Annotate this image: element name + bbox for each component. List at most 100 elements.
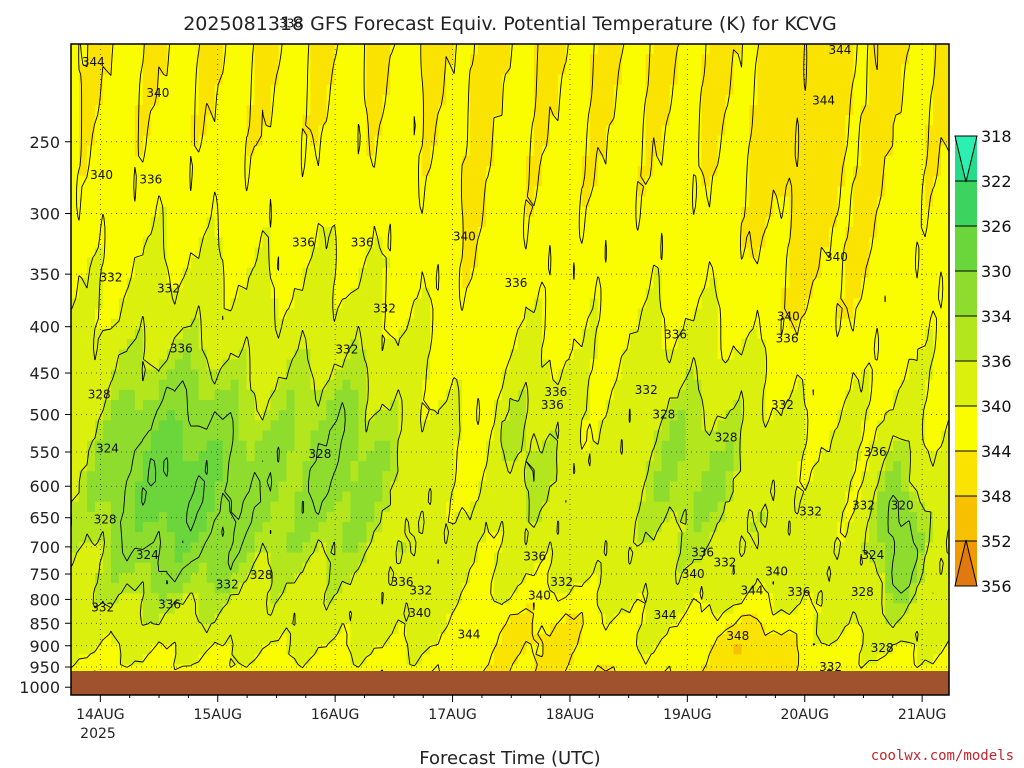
field-cell: [374, 166, 383, 177]
field-cell: [637, 44, 647, 55]
field-cell: [629, 44, 639, 55]
field-cell: [478, 379, 487, 391]
field-cell: [909, 176, 918, 187]
field-cell: [78, 257, 88, 269]
field-cell: [510, 379, 519, 391]
field-cell: [478, 420, 487, 432]
field-cell: [470, 491, 479, 503]
field-cell: [813, 145, 822, 157]
field-cell: [869, 298, 878, 310]
field-cell: [398, 328, 407, 340]
field-cell: [166, 328, 176, 340]
field-cell: [557, 54, 567, 65]
field-cell: [302, 227, 312, 238]
field-cell: [238, 491, 248, 503]
field-cell: [909, 105, 918, 116]
field-cell: [901, 267, 910, 279]
field-cell: [390, 54, 399, 65]
field-cell: [917, 257, 926, 269]
field-cell: [653, 166, 663, 177]
field-cell: [669, 400, 679, 411]
field-cell: [557, 369, 567, 381]
field-cell: [629, 277, 639, 289]
field-cell: [206, 308, 216, 320]
field-cell: [190, 54, 200, 65]
field-cell: [270, 176, 280, 187]
field-cell: [581, 216, 591, 228]
field-cell: [837, 125, 846, 137]
field-cell: [733, 369, 743, 381]
field-cell: [206, 176, 216, 187]
field-cell: [613, 338, 623, 350]
field-cell: [182, 410, 192, 421]
field-cell: [701, 379, 711, 391]
field-cell: [358, 227, 367, 238]
field-cell: [661, 54, 671, 65]
field-cell: [486, 247, 495, 259]
field-cell: [190, 135, 200, 147]
field-cell: [126, 471, 136, 482]
field-cell: [502, 298, 511, 310]
field-cell: [925, 206, 934, 218]
field-cell: [406, 501, 415, 513]
field-cell: [110, 155, 120, 167]
field-cell: [917, 74, 926, 86]
field-cell: [925, 481, 934, 493]
field-cell: [517, 166, 527, 177]
field-cell: [302, 237, 312, 249]
field-cell: [877, 196, 886, 208]
field-cell: [382, 338, 391, 350]
field-cell: [669, 186, 679, 198]
field-cell: [286, 338, 296, 350]
field-cell: [517, 450, 527, 462]
field-cell: [925, 176, 934, 187]
field-cell: [781, 247, 790, 259]
field-cell: [525, 44, 535, 55]
field-cell: [470, 145, 479, 157]
field-cell: [270, 379, 280, 391]
field-cell: [238, 54, 248, 65]
field-cell: [637, 440, 647, 452]
field-cell: [182, 501, 192, 513]
field-cell: [877, 155, 886, 167]
field-cell: [238, 166, 248, 177]
field-cell: [134, 420, 144, 432]
field-cell: [589, 257, 599, 269]
field-cell: [525, 64, 535, 76]
field-cell: [182, 420, 192, 432]
field-cell: [142, 298, 152, 310]
field-cell: [589, 359, 599, 371]
field-cell: [238, 84, 248, 96]
field-cell: [382, 450, 391, 462]
field-cell: [749, 389, 759, 401]
field-cell: [254, 84, 264, 96]
field-cell: [438, 155, 447, 167]
field-cell: [334, 430, 343, 442]
field-cell: [757, 338, 767, 350]
field-cell: [214, 501, 224, 513]
field-cell: [661, 440, 671, 452]
field-cell: [853, 471, 862, 482]
field-cell: [158, 481, 168, 493]
field-cell: [781, 105, 790, 116]
field-cell: [78, 196, 88, 208]
field-cell: [238, 216, 248, 228]
field-cell: [525, 318, 535, 330]
field-cell: [909, 400, 918, 411]
field-cell: [741, 491, 751, 503]
field-cell: [262, 227, 272, 238]
field-cell: [71, 74, 80, 86]
field-cell: [334, 186, 343, 198]
field-cell: [613, 288, 623, 299]
field-cell: [629, 369, 639, 381]
field-cell: [286, 216, 296, 228]
field-cell: [709, 471, 719, 482]
field-cell: [358, 349, 367, 360]
field-cell: [110, 74, 120, 86]
field-cell: [230, 206, 240, 218]
field-cell: [206, 145, 216, 157]
field-cell: [126, 298, 136, 310]
field-cell: [126, 186, 136, 198]
field-cell: [701, 125, 711, 137]
field-cell: [430, 145, 439, 157]
